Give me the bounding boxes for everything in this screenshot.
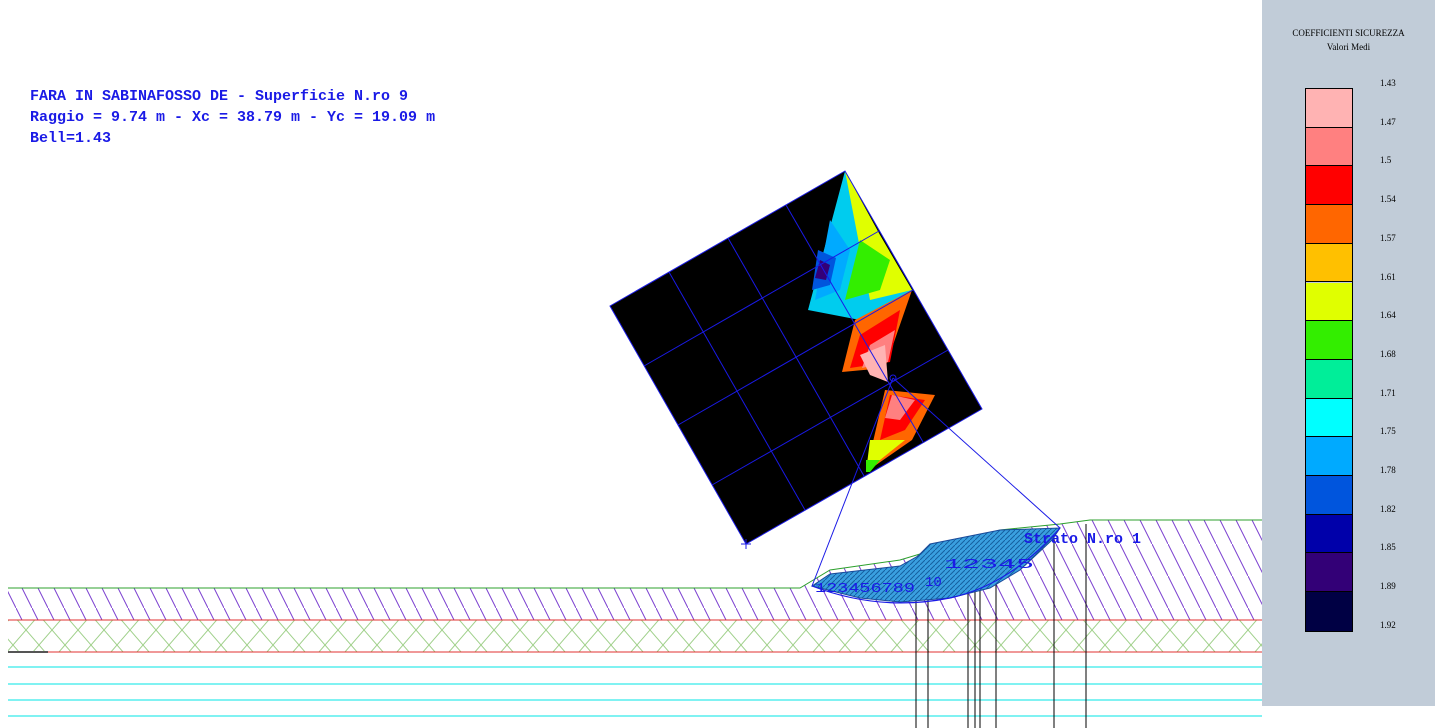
- layer-label: Strato N.ro 1: [1024, 531, 1141, 548]
- legend-swatch: [1306, 89, 1352, 128]
- legend-value: 1.92: [1380, 619, 1396, 630]
- legend-swatch: [1306, 514, 1352, 554]
- slice-labels-mid: 10: [925, 575, 942, 591]
- legend-value: 1.89: [1380, 581, 1396, 592]
- header-line-1: FARA IN SABINAFOSSO DE - Superficie N.ro…: [30, 88, 409, 105]
- legend-value: 1.68: [1380, 348, 1396, 359]
- legend-swatch: [1306, 553, 1352, 593]
- slope-stability-drawing: 123456789 10 12345 Strato N.ro 1: [8, 170, 1262, 728]
- legend-swatch: [1306, 592, 1352, 631]
- slice-labels-right: 12345: [944, 557, 1034, 573]
- legend-swatch: [1306, 398, 1352, 438]
- water-lines: [8, 666, 1262, 717]
- header-text: FARA IN SABINAFOSSO DE - Superficie N.ro…: [30, 86, 435, 149]
- legend-value: 1.54: [1380, 194, 1396, 205]
- legend-title: COEFFICIENTI SICUREZZA: [1292, 28, 1405, 38]
- legend-value: 1.5: [1380, 155, 1392, 166]
- legend-value: 1.85: [1380, 542, 1396, 553]
- legend-color-bar: [1305, 88, 1353, 632]
- legend-value: 1.78: [1380, 465, 1396, 475]
- legend-panel: COEFFICIENTI SICUREZZA Valori Medi 1.43 1…: [1262, 0, 1435, 706]
- header-line-3: Bell=1.43: [30, 130, 112, 147]
- legend-value: 1.57: [1380, 232, 1396, 243]
- legend-swatch: [1306, 282, 1352, 322]
- legend-value: 1.47: [1380, 116, 1396, 127]
- header-line-2: Raggio = 9.74 m - Xc = 38.79 m - Yc = 19…: [30, 109, 436, 126]
- slip-surface-slices: [810, 527, 1061, 604]
- slice-labels-left: 123456789: [815, 581, 915, 597]
- legend-swatch: [1306, 127, 1352, 167]
- soil-layer-2: [8, 619, 1262, 653]
- legend-subtitle: Valori Medi: [1326, 42, 1371, 52]
- legend-value: 1.82: [1380, 503, 1396, 514]
- legend-value: 1.43: [1380, 78, 1396, 88]
- legend-swatch: [1306, 321, 1352, 360]
- legend-swatch: [1306, 205, 1352, 244]
- vertical-lines: [915, 524, 1087, 728]
- legend-swatch: [1306, 359, 1352, 399]
- legend-value: 1.61: [1380, 271, 1396, 282]
- legend-swatch: [1306, 166, 1352, 206]
- legend-value: 1.64: [1380, 310, 1396, 321]
- legend-value: 1.71: [1380, 387, 1396, 398]
- legend-value: 1.75: [1380, 426, 1396, 437]
- legend-swatch: [1306, 476, 1352, 515]
- centers-grid: [609, 170, 1061, 587]
- legend-swatch: [1306, 243, 1352, 283]
- legend-swatch: [1306, 437, 1352, 476]
